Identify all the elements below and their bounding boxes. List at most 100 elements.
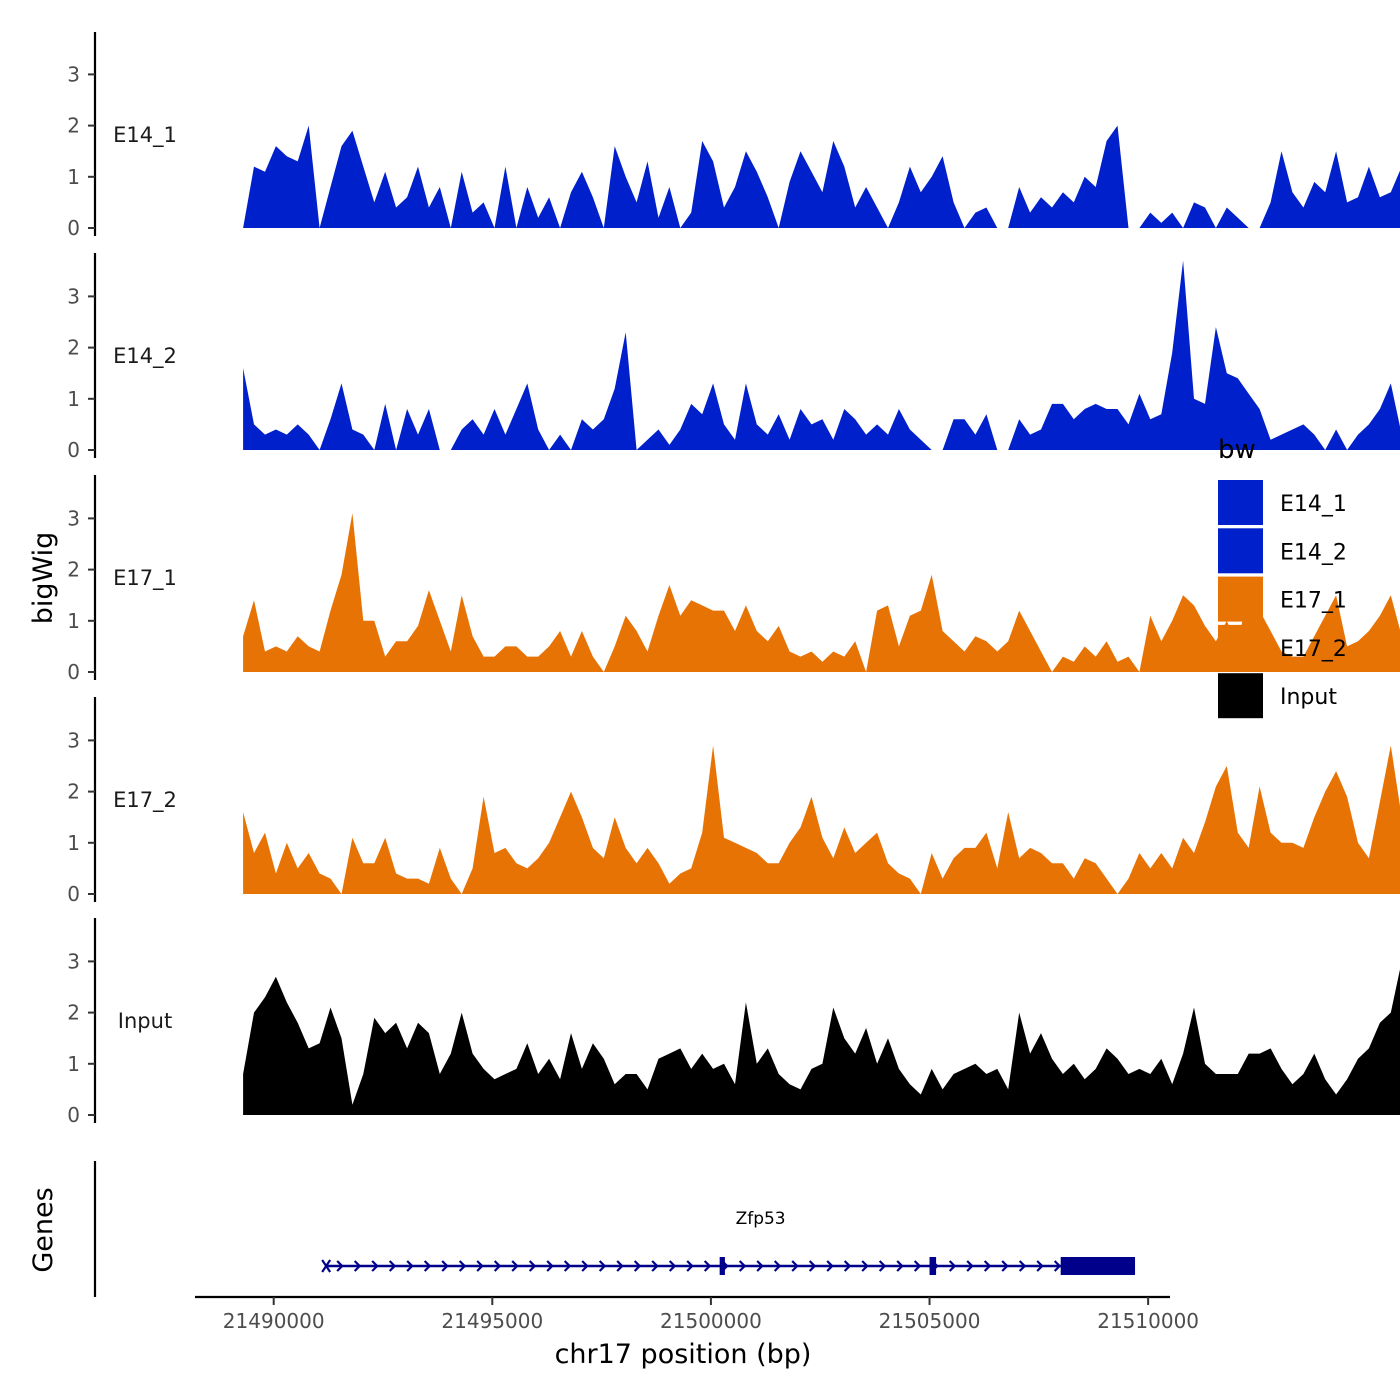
strand-chevron	[1053, 1260, 1062, 1272]
y-tick-label: 2	[67, 336, 80, 360]
y-tick-label: 2	[67, 558, 80, 582]
gene-exon	[1060, 1257, 1136, 1275]
strand-chevron	[581, 1260, 589, 1272]
gene-exon	[929, 1257, 937, 1275]
signal-area-Input	[243, 969, 1400, 1115]
y-tick-label: 2	[67, 780, 80, 804]
signal-tracks: 0 1 2 3 E14_1 0 1 2 3 E14_2 0 1 2 3 E17_1 0 1 2 3 E17_2 0 1 2 3…	[67, 32, 1400, 1127]
track-E17_2: 0 1 2 3 E17_2	[67, 697, 1400, 906]
strand-chevron	[703, 1260, 712, 1272]
y-tick-label: 2	[67, 114, 80, 138]
y-tick-label: 1	[67, 387, 80, 411]
y-tick-label: 1	[67, 1052, 80, 1076]
strand-chevron	[773, 1260, 782, 1272]
strand-chevron	[756, 1260, 764, 1272]
genes-axis-title: Genes	[28, 1187, 59, 1272]
strand-chevron	[878, 1260, 887, 1272]
strand-chevron	[826, 1260, 834, 1272]
gene-exon	[719, 1257, 725, 1275]
strand-chevron	[948, 1260, 957, 1272]
track-label: E14_2	[113, 344, 177, 369]
legend-item-E14_2: E14_2	[1218, 528, 1347, 574]
strand-chevron	[651, 1260, 659, 1272]
legend-label: E14_2	[1280, 540, 1347, 565]
track-label: E17_2	[113, 788, 177, 813]
y-tick-label: 0	[67, 660, 80, 684]
legend-swatch	[1218, 528, 1263, 574]
legend-swatch	[1218, 480, 1263, 525]
legend-label: E17_2	[1280, 637, 1347, 662]
strand-chevron	[563, 1260, 572, 1272]
signal-area-E14_1	[243, 125, 1400, 228]
strand-chevron	[843, 1260, 852, 1272]
strand-chevron	[511, 1260, 519, 1272]
strand-chevron	[616, 1260, 624, 1272]
track-E17_1: 0 1 2 3 E17_1	[67, 475, 1400, 684]
strand-chevron	[528, 1260, 537, 1272]
x-axis-title: chr17 position (bp)	[555, 1339, 812, 1370]
y-tick-label: 3	[67, 284, 80, 308]
legend-label: E17_1	[1280, 589, 1347, 614]
y-axis-title: bigWig	[28, 532, 59, 625]
x-tick-label: 21490000	[223, 1309, 325, 1333]
x-tick-label: 21510000	[1097, 1309, 1199, 1333]
legend-item-Input: Input	[1218, 673, 1337, 719]
y-tick-label: 0	[67, 216, 80, 240]
signal-area-E14_2	[243, 260, 1400, 450]
strand-chevron	[896, 1260, 904, 1272]
y-tick-label: 3	[67, 949, 80, 973]
gene-start-marker	[321, 1259, 332, 1273]
strand-chevron	[1001, 1260, 1009, 1272]
x-tick-label: 21505000	[879, 1309, 981, 1333]
y-tick-label: 2	[67, 1001, 80, 1025]
strand-chevron	[371, 1260, 379, 1272]
y-tick-label: 0	[67, 438, 80, 462]
y-tick-label: 3	[67, 728, 80, 752]
strand-chevron	[791, 1260, 799, 1272]
y-tick-label: 1	[67, 609, 80, 633]
legend-swatch	[1218, 576, 1263, 622]
track-label: E17_1	[113, 566, 177, 591]
x-axis: 21490000 21495000 21500000 21505000 21510000…	[195, 1295, 1199, 1370]
strand-chevron	[546, 1260, 554, 1272]
y-tick-label: 0	[67, 882, 80, 906]
track-E14_1: 0 1 2 3 E14_1	[67, 32, 1400, 240]
signal-area-E17_1	[243, 513, 1400, 672]
x-tick-label: 21500000	[660, 1309, 762, 1333]
track-label: E14_1	[113, 123, 177, 148]
strand-chevron	[913, 1260, 922, 1272]
strand-chevron	[738, 1260, 747, 1272]
gene-model	[321, 1257, 1136, 1275]
y-tick-label: 1	[67, 831, 80, 855]
legend-label: E14_1	[1280, 492, 1347, 517]
legend-label: Input	[1280, 685, 1337, 710]
legend: bw E14_1 E14_2 E17_1 E17_2 Input	[1218, 435, 1347, 719]
legend-item-E17_1: E17_1	[1218, 576, 1347, 622]
x-tick-label: 21495000	[441, 1309, 543, 1333]
legend-swatch	[1218, 624, 1263, 670]
strand-chevron	[388, 1260, 397, 1272]
strand-chevron	[686, 1260, 694, 1272]
strand-chevron	[808, 1260, 817, 1272]
strand-chevron	[336, 1260, 344, 1272]
strand-chevron	[1036, 1260, 1044, 1272]
strand-chevron	[983, 1260, 992, 1272]
y-tick-label: 3	[67, 62, 80, 86]
strand-chevron	[441, 1260, 449, 1272]
strand-chevron	[458, 1260, 467, 1272]
track-label: Input	[118, 1009, 172, 1033]
legend-swatch	[1218, 673, 1263, 719]
legend-item-E14_1: E14_1	[1218, 480, 1347, 525]
strand-chevron	[668, 1260, 677, 1272]
genes-panel: Genes Zfp53	[28, 1161, 1136, 1297]
strand-chevron	[493, 1260, 502, 1272]
strand-chevron	[423, 1260, 432, 1272]
y-tick-label: 1	[67, 165, 80, 189]
track-Input: 0 1 2 3 Input	[67, 918, 1400, 1127]
legend-title: bw	[1218, 435, 1256, 465]
strand-chevron	[353, 1260, 362, 1272]
legend-item-E17_2: E17_2	[1218, 624, 1347, 670]
y-tick-label: 0	[67, 1103, 80, 1127]
y-tick-label: 3	[67, 506, 80, 530]
